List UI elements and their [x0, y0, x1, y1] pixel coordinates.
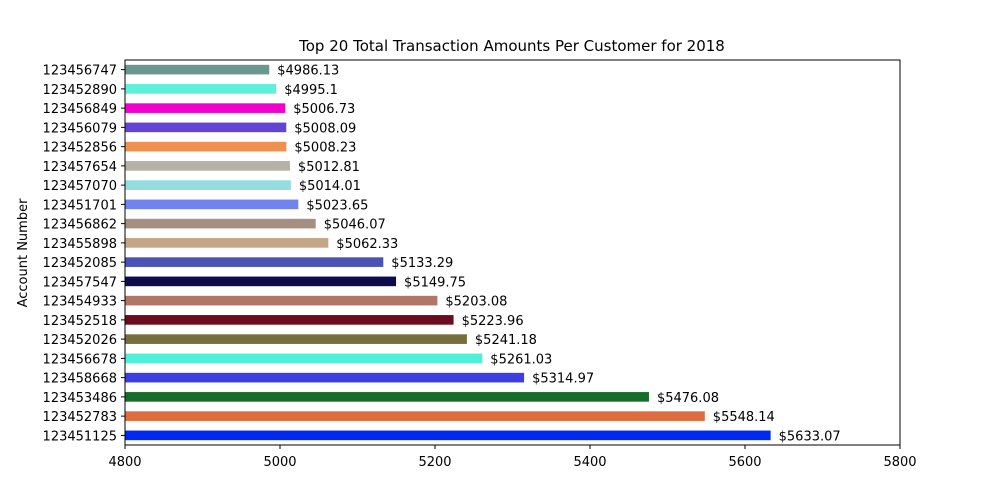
- y-tick-label: 123456849: [43, 102, 117, 117]
- data-label: $5261.03: [490, 352, 552, 367]
- data-label: $5314.97: [532, 372, 594, 387]
- data-label: $5008.09: [294, 121, 356, 136]
- y-tick-label: 123454933: [43, 295, 117, 310]
- y-tick-label: 123451701: [43, 198, 117, 213]
- data-label: $5062.33: [336, 237, 398, 252]
- bar-123453486: [125, 392, 649, 402]
- x-tick-label: 5400: [573, 455, 606, 470]
- bar-123457070: [125, 180, 291, 190]
- bar-123452783: [125, 411, 705, 421]
- x-tick-label: 5800: [883, 455, 916, 470]
- x-tick-label: 5600: [728, 455, 761, 470]
- y-tick-label: 123452890: [43, 83, 117, 98]
- x-tick-label: 5200: [418, 455, 451, 470]
- bar-123456079: [125, 122, 287, 133]
- y-tick-label: 123452026: [43, 333, 117, 348]
- y-axis-label: Account Number: [16, 198, 31, 307]
- data-label: $5223.96: [462, 314, 524, 329]
- x-ticks-layer: 4800 5000 5200 5400 5600 5800: [108, 445, 917, 470]
- bar-123452518: [125, 315, 454, 325]
- data-label: $5633.07: [779, 429, 841, 444]
- y-tick-label: 123452856: [43, 141, 117, 156]
- chart-title: Top 20 Total Transaction Amounts Per Cus…: [298, 37, 725, 55]
- data-label: $5149.75: [404, 275, 466, 290]
- data-label: $5006.73: [293, 102, 355, 117]
- y-tick-label: 123452085: [43, 256, 117, 271]
- bar-123454933: [125, 295, 438, 306]
- bar-123452085: [125, 257, 384, 267]
- data-label: $5046.07: [324, 218, 386, 233]
- y-tick-label: 123458668: [43, 372, 117, 387]
- data-labels-layer: $4986.13 $4995.1 $5006.73 $5008.09 $5008.23 $…: [277, 64, 840, 445]
- data-label: $5008.23: [294, 141, 356, 156]
- bar-123452890: [125, 84, 277, 94]
- y-tick-label: 123457070: [43, 179, 117, 194]
- y-tick-label: 123457654: [43, 160, 117, 175]
- bar-123456747: [125, 64, 270, 75]
- y-tick-label: 123456862: [43, 218, 117, 233]
- bar-123455898: [125, 238, 329, 248]
- bar-123457654: [125, 161, 290, 171]
- bar-123456862: [125, 218, 316, 229]
- y-tick-label: 123456079: [43, 121, 117, 136]
- y-tick-label: 123451125: [43, 429, 117, 444]
- bar-123451125: [125, 430, 771, 441]
- bar-123456849: [125, 103, 286, 113]
- y-tick-label: 123456678: [43, 352, 117, 367]
- bar-123456678: [125, 353, 483, 364]
- bar-123452026: [125, 334, 467, 344]
- data-label: $5012.81: [298, 160, 360, 175]
- data-label: $5023.65: [306, 198, 368, 213]
- data-label: $5241.18: [475, 333, 537, 348]
- data-label: $5133.29: [391, 256, 453, 271]
- y-tick-label: 123456747: [43, 64, 117, 79]
- x-tick-label: 4800: [108, 455, 141, 470]
- y-tick-label: 123453486: [43, 391, 117, 406]
- data-label: $5014.01: [299, 179, 361, 194]
- y-ticks-layer: 123456747 123452890 123456849 123456079 1234…: [43, 64, 125, 444]
- y-tick-label: 123457547: [43, 275, 117, 290]
- plot-frame: [124, 59, 901, 446]
- bar-123457547: [125, 276, 397, 287]
- y-tick-label: 123452518: [43, 314, 117, 329]
- data-label: $4986.13: [277, 64, 339, 79]
- bar-123451701: [125, 199, 299, 210]
- x-tick-label: 5000: [263, 455, 296, 470]
- bars-layer: [125, 64, 771, 441]
- data-label: $4995.1: [284, 83, 338, 98]
- data-label: $5476.08: [657, 391, 719, 406]
- bar-123458668: [125, 372, 525, 383]
- y-tick-label: 123455898: [43, 237, 117, 252]
- bar-123452856: [125, 141, 287, 152]
- data-label: $5548.14: [713, 410, 775, 425]
- data-label: $5203.08: [445, 295, 507, 310]
- y-tick-label: 123452783: [43, 410, 117, 425]
